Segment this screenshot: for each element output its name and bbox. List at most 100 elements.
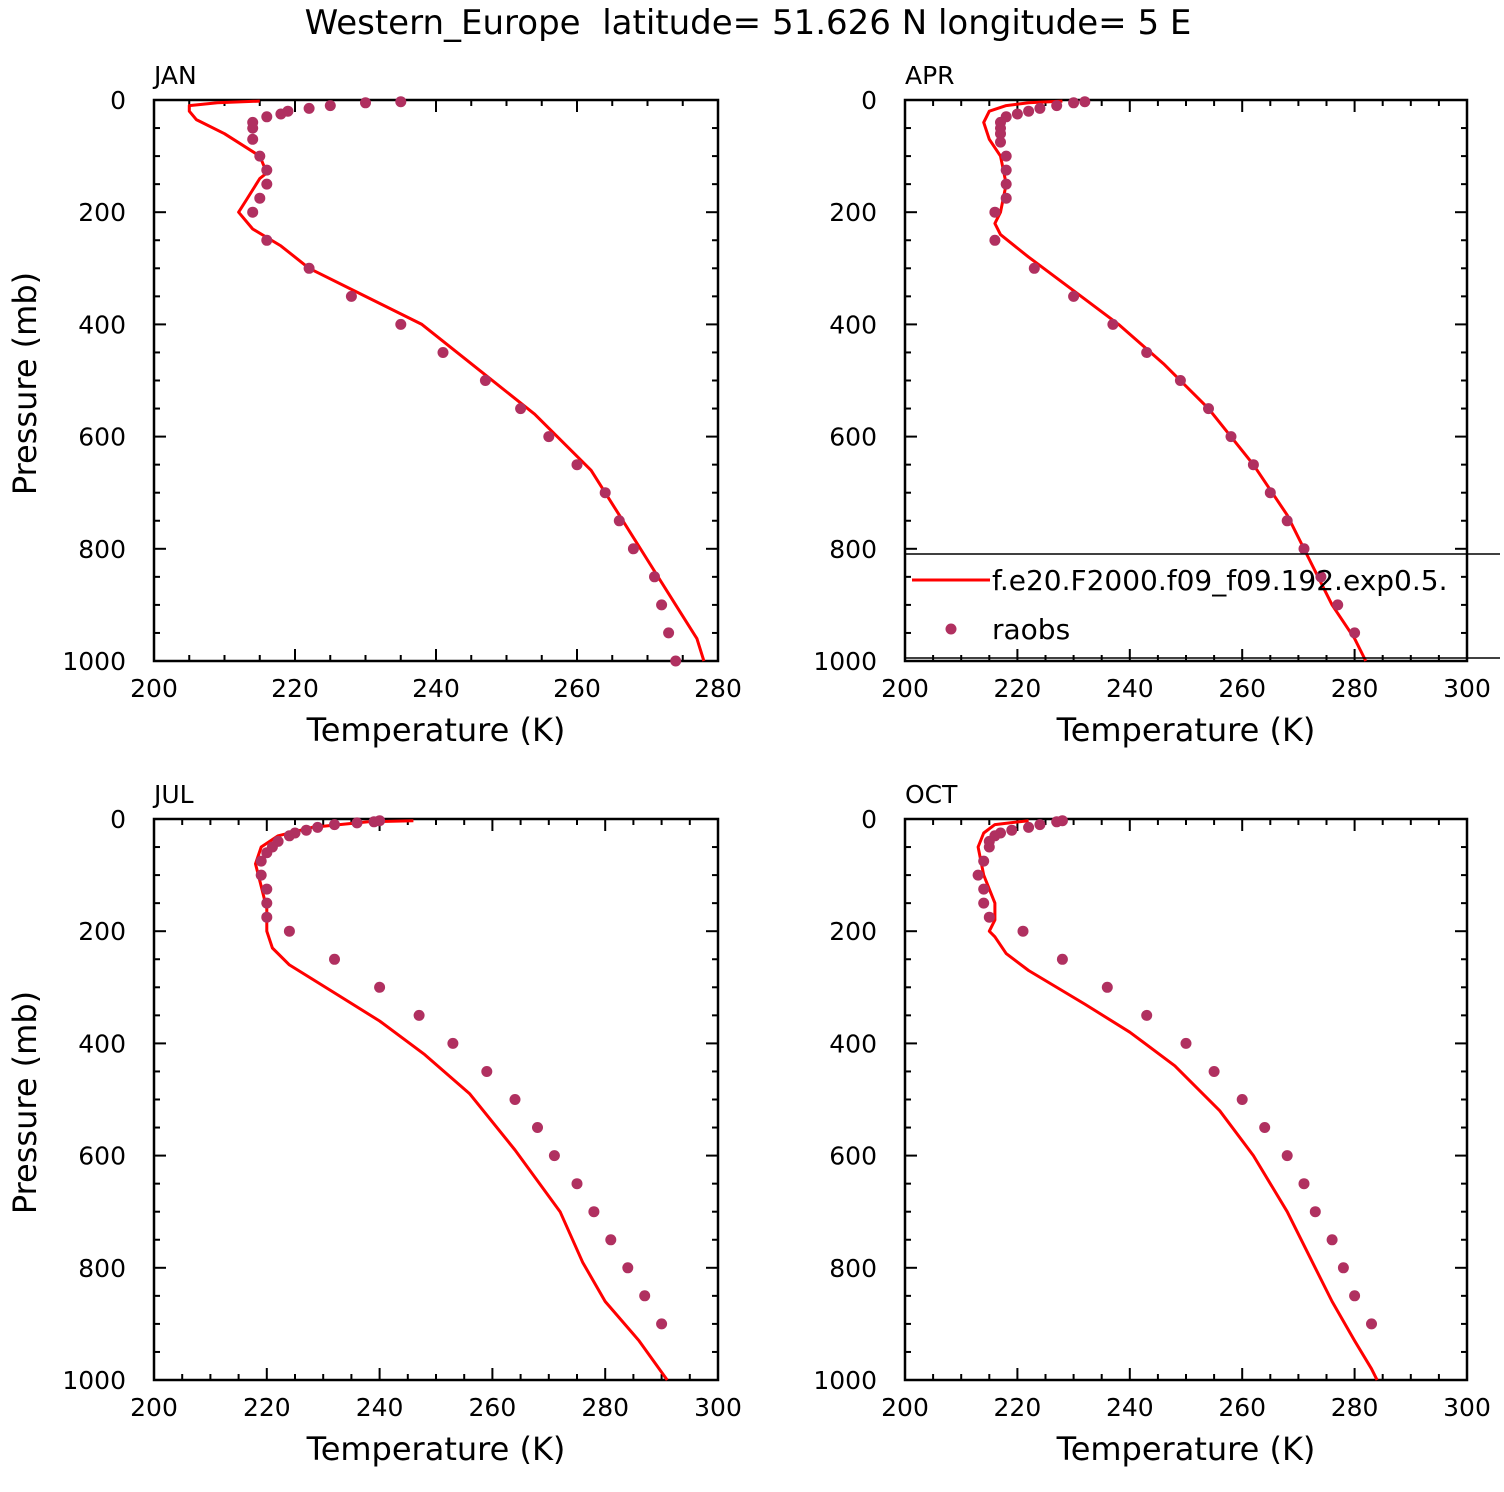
raobs-point — [995, 136, 1006, 148]
x-tick-label: 220 — [994, 674, 1042, 703]
y-tick-label: 1000 — [813, 1366, 877, 1395]
raobs-point — [1011, 108, 1023, 120]
raobs-point — [1281, 515, 1293, 527]
x-axis-title: Temperature (K) — [306, 1430, 566, 1468]
raobs-point — [989, 234, 1001, 246]
y-tick-label: 600 — [829, 423, 877, 452]
raobs-point — [374, 981, 386, 993]
raobs-point — [413, 1009, 425, 1021]
raobs-point — [978, 897, 990, 909]
raobs-point — [261, 178, 273, 190]
raobs-point — [1023, 821, 1035, 833]
raobs-point — [1034, 819, 1046, 831]
raobs-point — [1247, 459, 1259, 471]
raobs-point — [978, 855, 990, 867]
raobs-point — [255, 855, 267, 867]
raobs-point — [303, 102, 315, 114]
x-tick-label: 220 — [243, 1393, 291, 1422]
legend-label-raobs: raobs — [992, 613, 1070, 646]
x-tick-label: 220 — [994, 1393, 1042, 1422]
raobs-point — [599, 487, 611, 499]
raobs-point — [663, 627, 675, 639]
x-tick-label: 280 — [581, 1393, 629, 1422]
raobs-point — [1366, 1318, 1377, 1330]
raobs-point — [978, 883, 990, 895]
y-tick-label: 600 — [78, 1142, 126, 1171]
y-tick-label: 0 — [861, 805, 877, 834]
panel-apr: APR 200 220 240 260 280 300 0 200 400 600 800 1000 Te… — [813, 61, 1490, 749]
legend: f.e20.F2000.f09_f09.192.exp0.5.raobs — [905, 553, 1500, 659]
y-tick-label: 200 — [78, 198, 126, 227]
raobs-point — [627, 543, 639, 555]
raobs-point — [300, 824, 312, 836]
raobs-point — [261, 883, 273, 895]
raobs-point — [515, 403, 527, 415]
panel-jan: JAN 200 220 240 260 280 0 200 400 600 800 1000 Tempe… — [6, 61, 742, 749]
raobs-point — [395, 96, 407, 108]
raobs-point — [1051, 100, 1063, 112]
raobs-point — [312, 821, 324, 833]
x-tick-label: 260 — [469, 1393, 517, 1422]
y-tick-label: 800 — [829, 1254, 877, 1283]
raobs-point — [261, 847, 273, 859]
y-tick-label: 600 — [829, 1142, 877, 1171]
raobs-point — [1056, 953, 1068, 965]
x-tick-label: 280 — [1331, 1393, 1379, 1422]
raobs-point — [1101, 981, 1113, 993]
raobs-point — [1000, 178, 1012, 190]
raobs-point — [275, 108, 287, 120]
x-tick-label: 240 — [1106, 1393, 1154, 1422]
raobs-point — [1180, 1037, 1192, 1049]
raobs-point — [247, 206, 259, 218]
raobs-point — [1281, 1150, 1293, 1162]
x-tick-label: 240 — [356, 1393, 404, 1422]
raobs-point — [543, 431, 555, 443]
raobs-point — [1264, 487, 1276, 499]
legend-marker-swatch — [945, 623, 957, 635]
raobs-point — [1068, 97, 1080, 109]
raobs-point — [261, 164, 273, 176]
raobs-point — [261, 111, 273, 123]
raobs-point — [1298, 543, 1310, 555]
raobs-point — [368, 816, 380, 828]
raobs-point — [255, 869, 267, 881]
raobs-point — [345, 290, 357, 302]
x-tick-label: 200 — [130, 674, 178, 703]
panel-label: JAN — [152, 61, 197, 90]
legend-label-model: f.e20.F2000.f09_f09.192.exp0.5. — [992, 564, 1447, 597]
raobs-point — [670, 655, 682, 667]
x-tick-label: 240 — [1106, 674, 1154, 703]
raobs-point — [649, 571, 660, 583]
raobs-point — [1028, 262, 1040, 274]
raobs-point — [283, 830, 295, 842]
raobs-point — [605, 1234, 617, 1246]
panel-label: JUL — [152, 780, 194, 809]
raobs-point — [995, 128, 1006, 140]
y-tick-label: 200 — [78, 917, 126, 946]
x-tick-label: 200 — [881, 674, 929, 703]
raobs-point — [324, 100, 336, 112]
plot-frame — [152, 98, 720, 663]
raobs-point — [571, 459, 583, 471]
raobs-point — [395, 318, 407, 330]
x-tick-label: 200 — [130, 1393, 178, 1422]
raobs-point — [261, 897, 273, 909]
panel-jul: JUL 200 220 240 260 280 300 0 200 400 600 800 1000 Te… — [6, 780, 742, 1468]
x-axis-title: Temperature (K) — [1056, 1430, 1316, 1468]
x-tick-label: 220 — [271, 674, 319, 703]
raobs-point — [656, 599, 668, 611]
x-axis-title: Temperature (K) — [1056, 711, 1316, 749]
raobs-point — [613, 515, 625, 527]
y-tick-label: 0 — [110, 805, 126, 834]
y-tick-label: 400 — [829, 1029, 877, 1058]
y-tick-label: 200 — [829, 917, 877, 946]
model-profile-line — [982, 99, 1368, 662]
y-axis-title: Pressure (mb) — [6, 272, 44, 495]
raobs-point — [1315, 571, 1327, 583]
x-tick-label: 300 — [1443, 674, 1491, 703]
raobs-point — [1349, 627, 1361, 639]
x-tick-label: 280 — [1331, 674, 1379, 703]
y-tick-label: 1000 — [62, 1366, 126, 1395]
raobs-point — [351, 817, 363, 829]
